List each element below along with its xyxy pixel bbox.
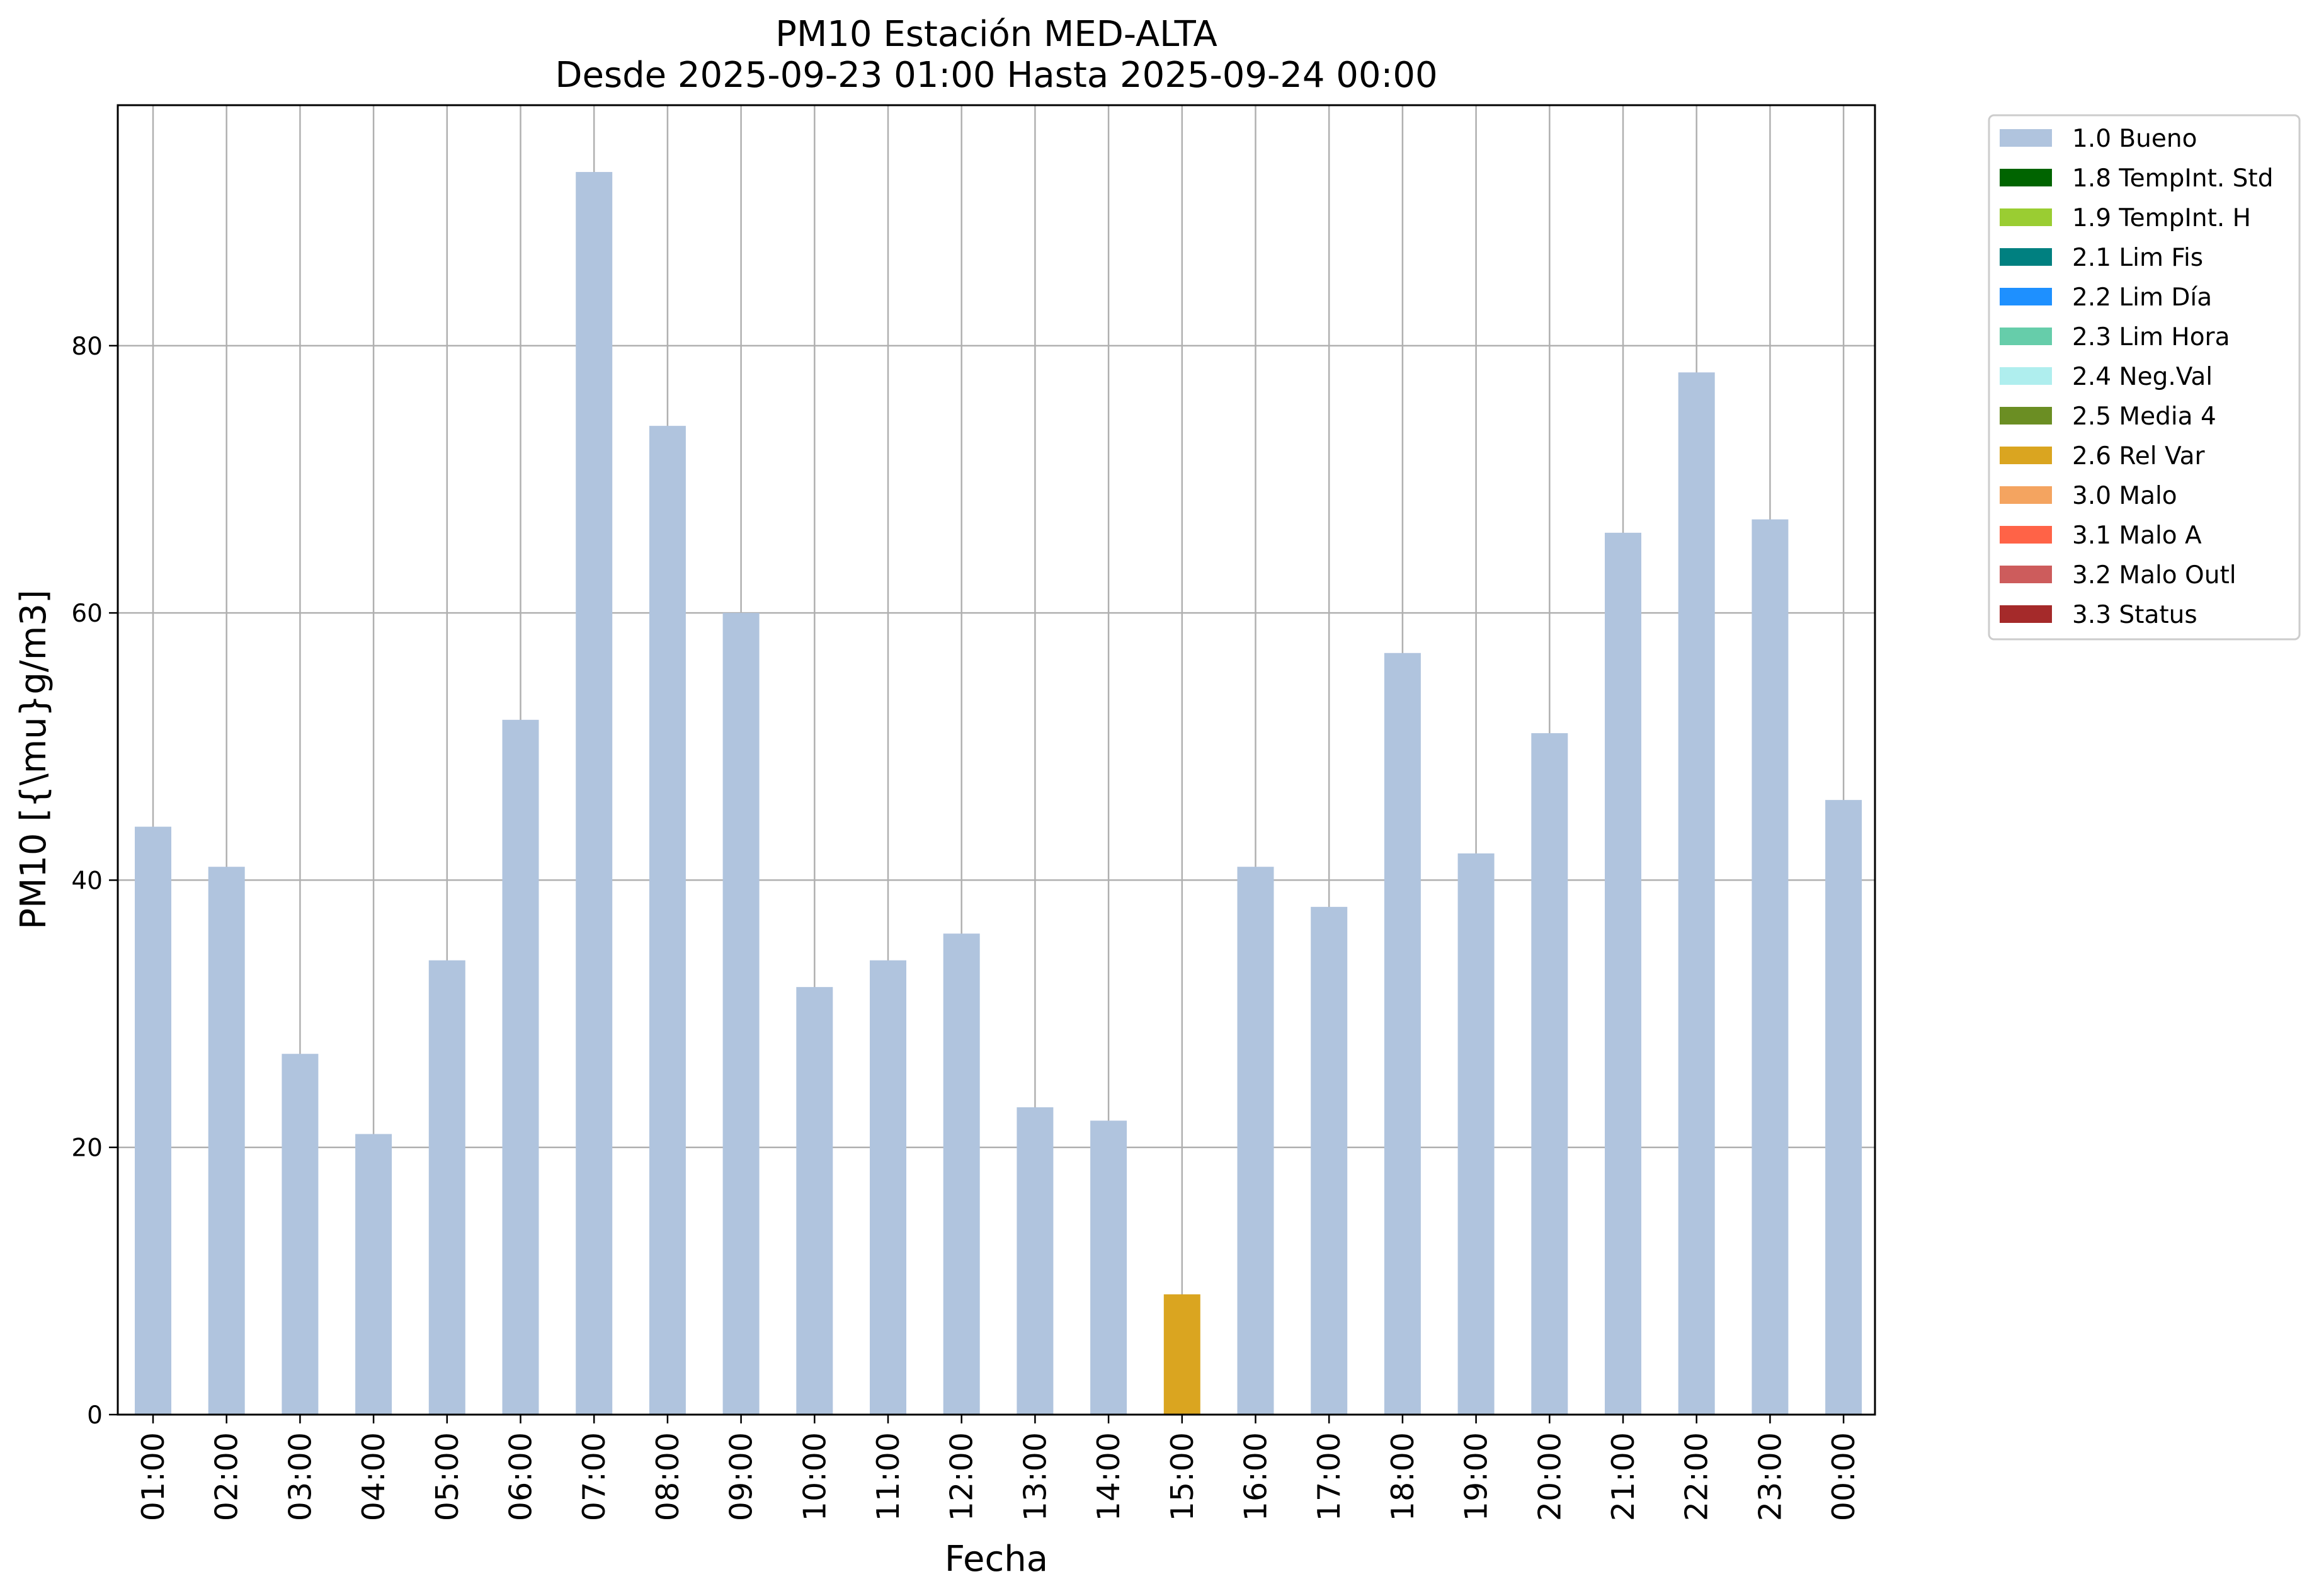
legend-label: 3.1 Malo A: [2072, 522, 2202, 550]
legend-swatch: [2000, 129, 2052, 147]
y-tick-label: 40: [71, 867, 103, 895]
bar-0000: [1825, 800, 1862, 1415]
legend-label: 2.1 Lim Fis: [2072, 244, 2203, 272]
y-tick-label: 60: [71, 600, 103, 628]
x-tick-label: 03:00: [282, 1432, 318, 1521]
bar-1200: [943, 933, 980, 1415]
x-tick-label: 13:00: [1017, 1432, 1053, 1521]
x-tick-label: 22:00: [1679, 1432, 1715, 1521]
bar-0400: [355, 1134, 392, 1415]
y-axis-label: PM10 [{\mu}g/m3]: [13, 590, 54, 930]
x-tick-label: 17:00: [1311, 1432, 1347, 1521]
x-tick-label: 16:00: [1238, 1432, 1274, 1521]
legend-swatch: [2000, 447, 2052, 464]
legend-swatch: [2000, 407, 2052, 425]
legend-label: 2.2 Lim Día: [2072, 283, 2212, 312]
bar-2100: [1605, 532, 1641, 1415]
y-axis: 0 20 40 60 80: [71, 333, 118, 1430]
bar-1700: [1311, 906, 1348, 1415]
chart-title: PM10 Estación MED-ALTA: [775, 14, 1217, 55]
x-tick-label: 07:00: [576, 1432, 612, 1521]
legend-label: 2.5 Media 4: [2072, 402, 2216, 431]
legend-label: 1.8 TempInt. Std: [2072, 164, 2273, 193]
bar-0200: [208, 867, 245, 1415]
legend-swatch: [2000, 248, 2052, 266]
bar-1100: [870, 960, 906, 1415]
legend-label: 1.9 TempInt. H: [2072, 204, 2251, 232]
legend-frame: [1988, 114, 2301, 641]
legend-swatch: [2000, 566, 2052, 583]
x-tick-label: 14:00: [1091, 1432, 1127, 1521]
bar-0800: [649, 426, 686, 1415]
legend-label: 3.2 Malo Outl: [2072, 561, 2236, 590]
legend-label: 3.0 Malo: [2072, 482, 2177, 510]
y-tick-label: 0: [87, 1401, 103, 1430]
bar-1000: [796, 987, 833, 1415]
x-tick-label: 19:00: [1459, 1432, 1495, 1521]
bar-0300: [282, 1054, 319, 1415]
x-axis: 01:00 02:00 03:00 04:00 05:00 06:00 07:00 08:00…: [135, 1415, 1862, 1521]
legend-swatch: [2000, 605, 2052, 623]
legend: 1.0 Bueno 1.8 TempInt. Std 1.9 TempInt. H 2…: [1988, 114, 2301, 641]
legend-label: 1.0 Bueno: [2072, 125, 2197, 153]
bar-1400: [1090, 1120, 1127, 1415]
bar-1500: [1163, 1294, 1200, 1415]
x-tick-label: 20:00: [1532, 1432, 1568, 1521]
bar-0600: [502, 719, 539, 1415]
bar-1800: [1384, 653, 1421, 1415]
x-tick-label: 00:00: [1826, 1432, 1862, 1521]
legend-label: 2.3 Lim Hora: [2072, 323, 2230, 351]
legend-label: 2.4 Neg.Val: [2072, 363, 2213, 391]
legend-swatch: [2000, 208, 2052, 226]
x-tick-label: 18:00: [1385, 1432, 1421, 1521]
bar-2200: [1678, 372, 1715, 1415]
bar-1300: [1017, 1107, 1054, 1415]
bar-0500: [428, 960, 465, 1415]
legend-label: 2.6 Rel Var: [2072, 442, 2206, 470]
x-tick-label: 23:00: [1752, 1432, 1788, 1521]
x-tick-label: 04:00: [356, 1432, 392, 1521]
bars: [135, 172, 1862, 1415]
legend-swatch: [2000, 328, 2052, 345]
legend-swatch: [2000, 486, 2052, 504]
legend-swatch: [2000, 288, 2052, 305]
x-tick-label: 08:00: [650, 1432, 686, 1521]
bar-0700: [576, 172, 613, 1415]
bar-0100: [135, 826, 171, 1415]
x-tick-label: 15:00: [1165, 1432, 1200, 1521]
x-tick-label: 12:00: [944, 1432, 980, 1521]
legend-label: 3.3 Status: [2072, 601, 2197, 629]
bar-2000: [1531, 733, 1568, 1415]
x-axis-label: Fecha: [945, 1539, 1048, 1580]
bar-2300: [1752, 519, 1789, 1415]
x-tick-label: 21:00: [1605, 1432, 1641, 1521]
y-tick-label: 20: [71, 1134, 103, 1163]
legend-swatch: [2000, 526, 2052, 544]
x-tick-label: 06:00: [503, 1432, 539, 1521]
bar-0900: [722, 613, 760, 1415]
legend-swatch: [2000, 367, 2052, 385]
x-tick-label: 01:00: [135, 1432, 171, 1521]
chart-subtitle: Desde 2025-09-23 01:00 Hasta 2025-09-24 …: [555, 55, 1437, 96]
x-tick-label: 09:00: [724, 1432, 760, 1521]
bar-1600: [1237, 867, 1274, 1415]
bar-1900: [1457, 853, 1495, 1415]
x-tick-label: 02:00: [209, 1432, 245, 1521]
x-tick-label: 11:00: [870, 1432, 906, 1521]
x-tick-label: 05:00: [430, 1432, 465, 1521]
y-tick-label: 80: [71, 333, 103, 361]
legend-swatch: [2000, 169, 2052, 186]
plot-frame: [117, 104, 1876, 1416]
x-tick-label: 10:00: [797, 1432, 833, 1521]
